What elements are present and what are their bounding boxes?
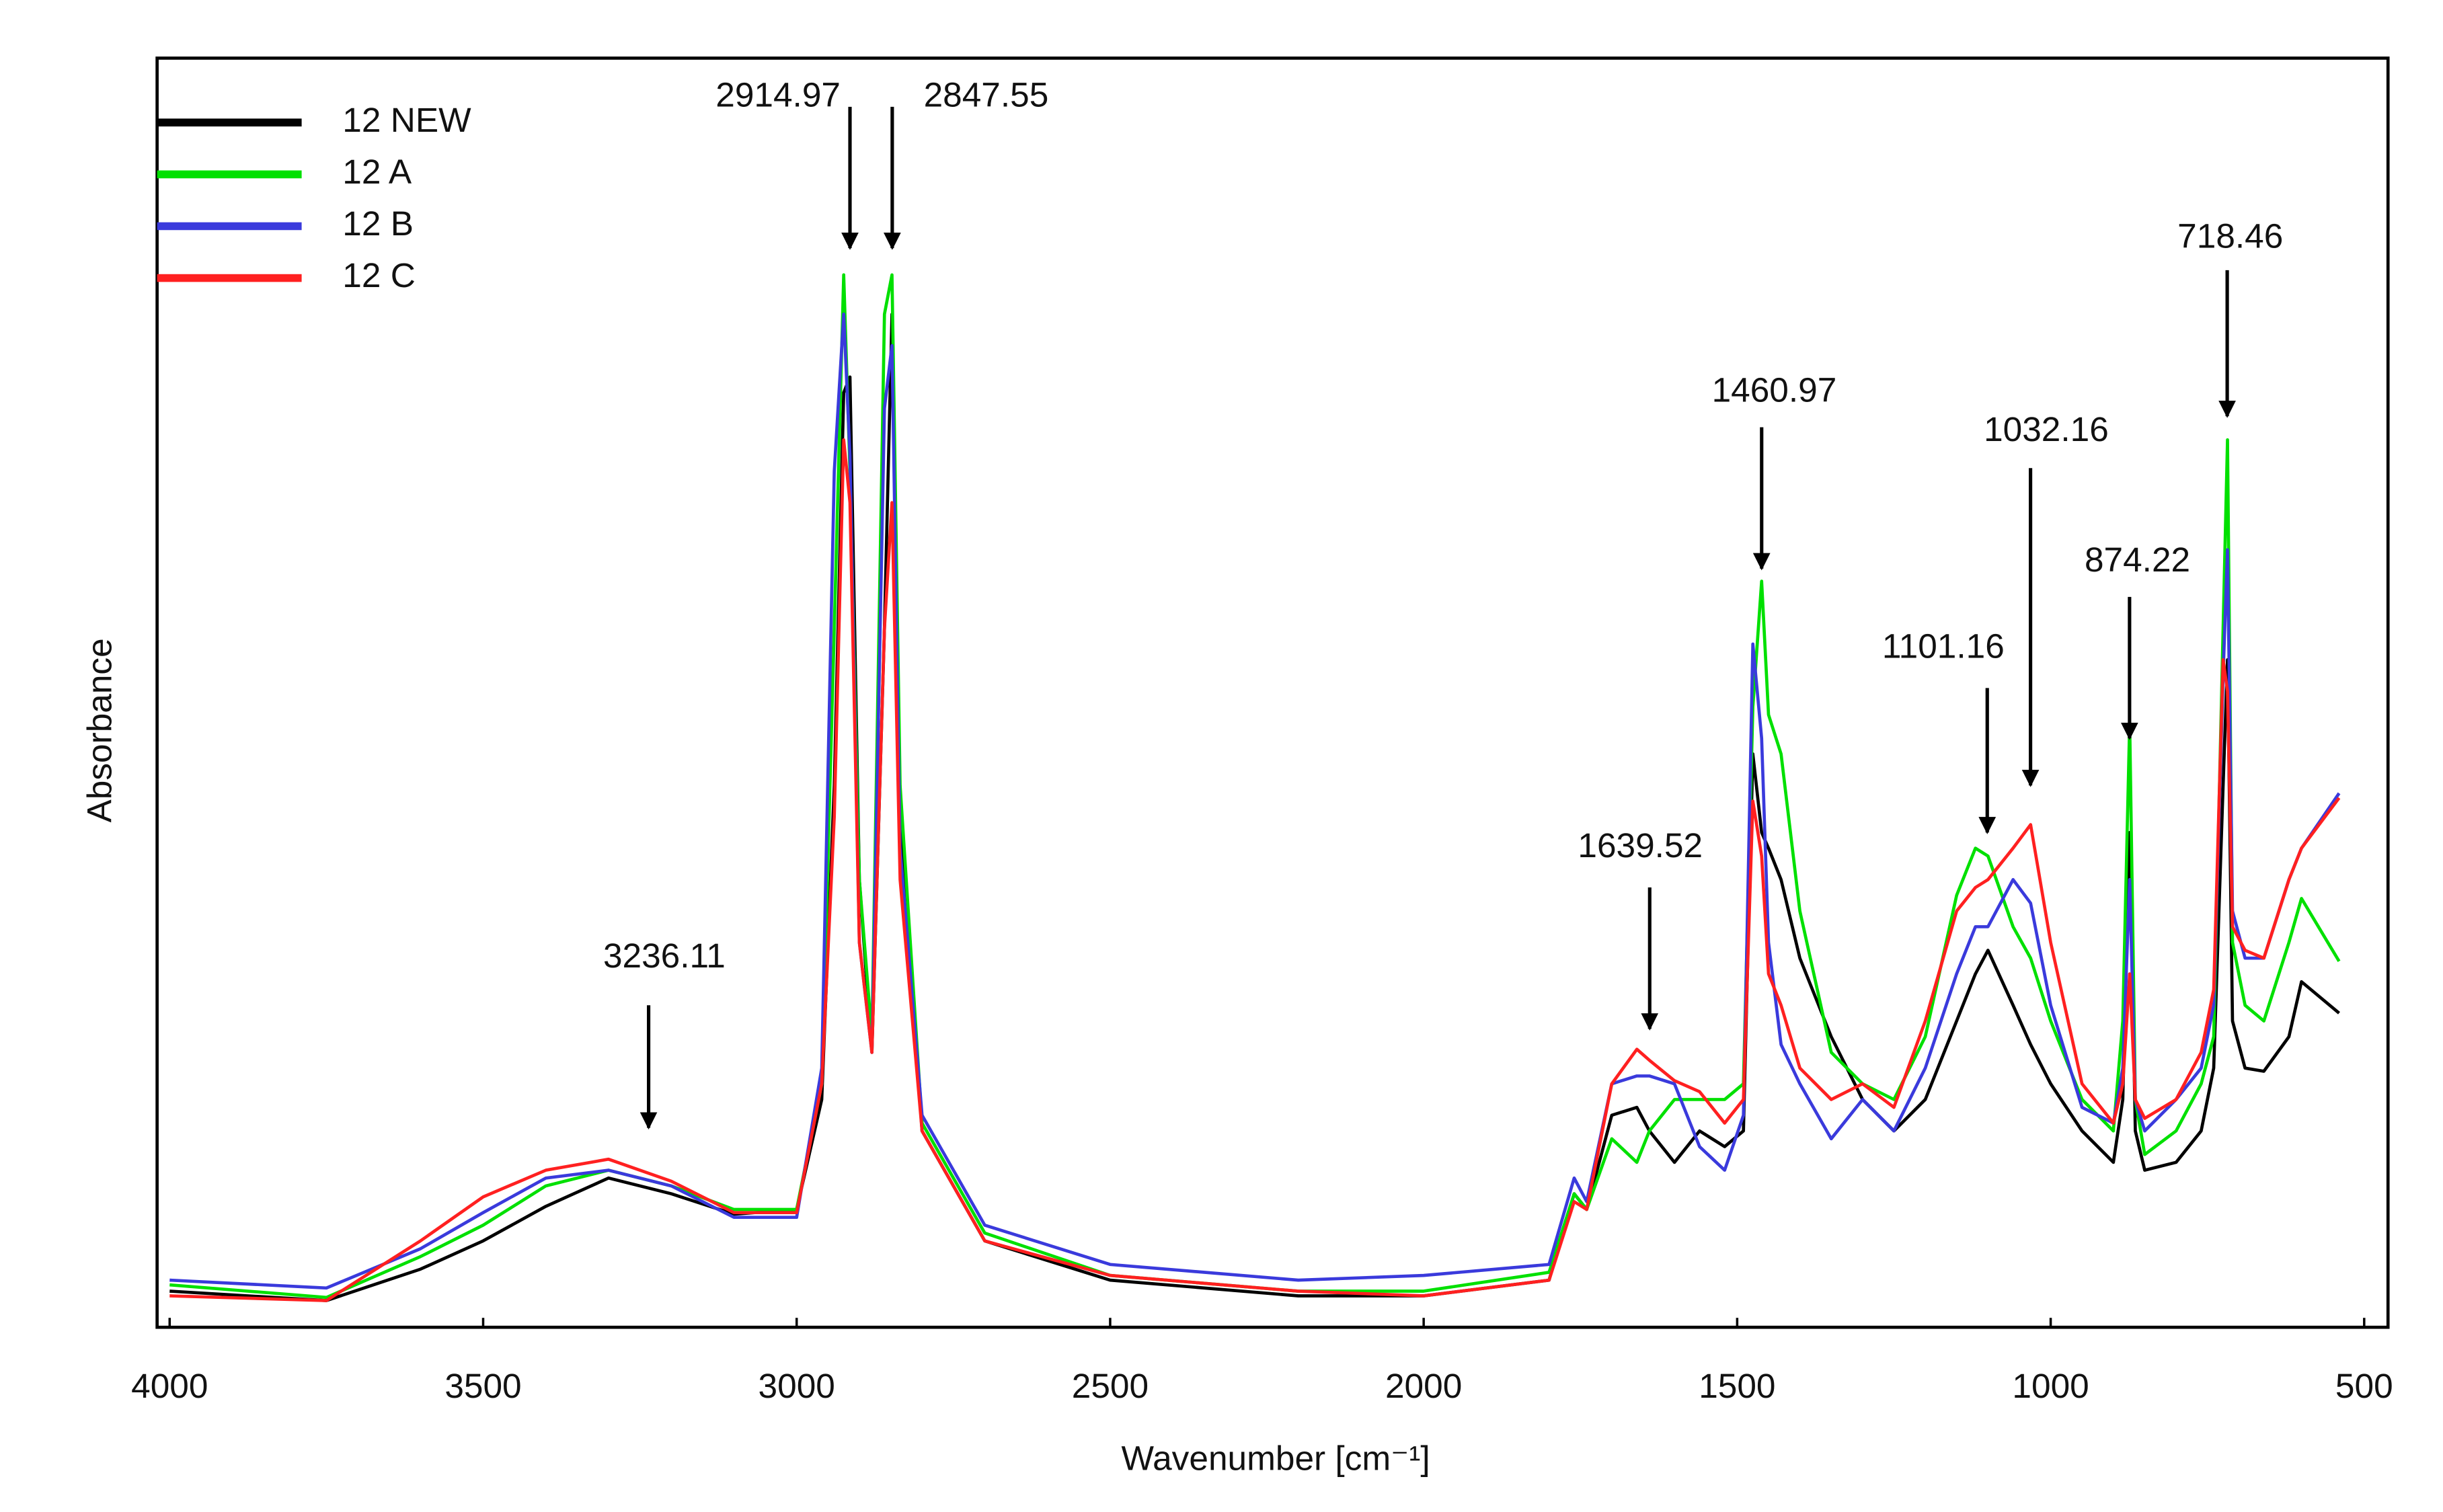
peak-label: 1639.52 (1578, 826, 1703, 865)
peak-label: 1460.97 (1712, 370, 1837, 409)
x-tick-label: 3000 (759, 1366, 835, 1405)
x-tick-label: 500 (2335, 1366, 2393, 1405)
x-axis-label: Wavenumber [cm⁻¹] (1122, 1438, 1430, 1477)
x-tick-label: 1000 (2012, 1366, 2089, 1405)
peak-label: 2847.55 (924, 75, 1049, 114)
legend-label: 12 NEW (342, 100, 471, 139)
x-tick-label: 1500 (1699, 1366, 1775, 1405)
peak-label: 2914.97 (715, 75, 841, 114)
peak-label: 718.46 (2177, 216, 2283, 255)
x-tick-label: 2500 (1072, 1366, 1149, 1405)
y-axis-label: Absorbance (79, 638, 118, 822)
peak-label: 1101.16 (1882, 627, 2005, 666)
x-tick-label: 3500 (444, 1366, 521, 1405)
spectrum-line (169, 312, 2341, 1290)
spectrum-line (169, 438, 2341, 1302)
peak-label: 1032.16 (1984, 409, 2109, 448)
plot-frame (155, 56, 2390, 1329)
legend-label: 12 A (342, 152, 412, 191)
x-tick-label: 2000 (1385, 1366, 1462, 1405)
peak-label: 3236.11 (603, 936, 726, 975)
legend-label: 12 C (342, 255, 416, 294)
legend-label: 12 B (342, 204, 414, 243)
x-tick-label: 4000 (131, 1366, 208, 1405)
peak-label: 874.22 (2085, 540, 2190, 579)
spectrum-line (169, 312, 2340, 1302)
